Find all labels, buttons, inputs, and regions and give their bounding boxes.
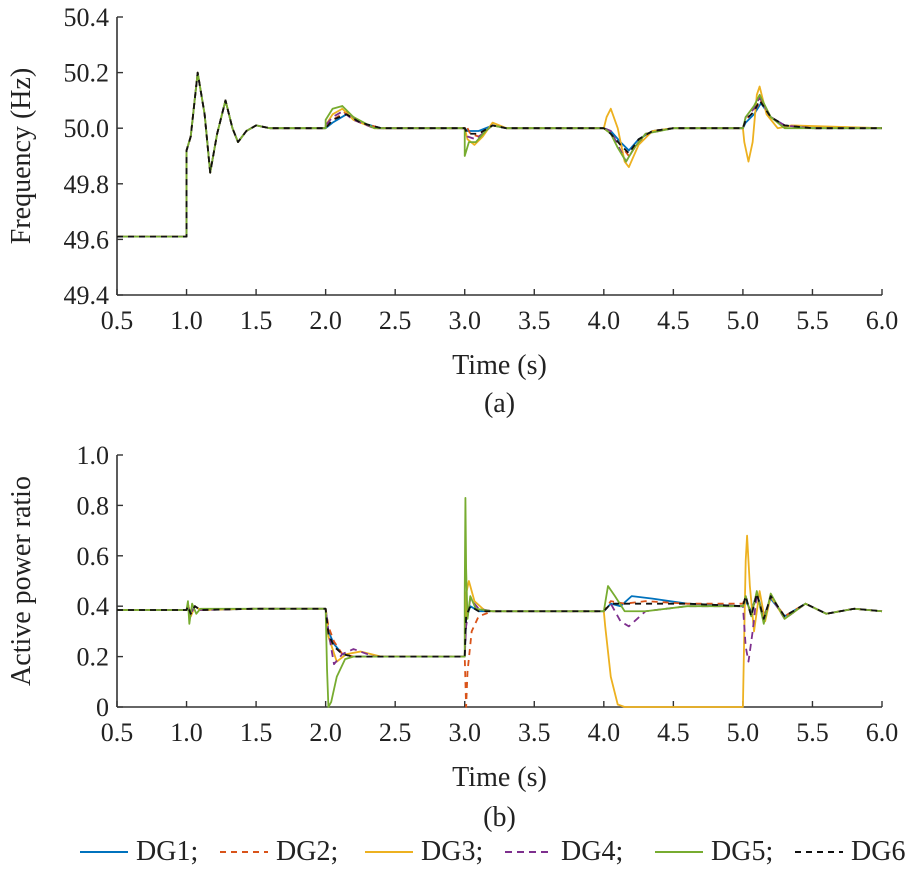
- chart-1-y-axis-label: Active power ratio: [6, 476, 37, 686]
- chart-0-x-tick-label: 1.0: [170, 306, 203, 335]
- active-power-chart: 0.5 1.0 1.5 2.0 2.5 3.0 3.5 4.0 4.5 5.0 5.5 6.0 0 0.2…: [6, 441, 898, 833]
- chart-0-panel-label: (a): [484, 388, 515, 419]
- chart-1-x-tick-label: 2.0: [309, 718, 342, 747]
- legend-label-4: DG4;: [561, 836, 623, 867]
- chart-1-y-tick-label: 0.6: [77, 542, 110, 571]
- chart-0-x-axis-label: Time (s): [452, 350, 547, 381]
- chart-1-x-tick-label: 3.0: [448, 718, 481, 747]
- chart-1-series-dg4: [117, 592, 883, 666]
- chart-1-x-tick-label: 6.0: [866, 718, 899, 747]
- chart-0-series-dg5: [117, 71, 882, 238]
- chart-1-y-tick-label: 0.4: [77, 592, 110, 621]
- chart-0-x-tick-label: 2.5: [379, 306, 412, 335]
- chart-0-series-dg2: [117, 71, 882, 238]
- chart-1-x-tick-label: 0.5: [101, 718, 134, 747]
- chart-1-series-dg6: [117, 592, 883, 658]
- chart-1-x-tick-label: 5.5: [796, 718, 829, 747]
- chart-0-series-dg4: [117, 71, 882, 238]
- chart-0-y-tick-label: 49.4: [64, 281, 110, 310]
- chart-1-series-dg3: [117, 534, 883, 708]
- chart-1-x-tick-label: 3.5: [518, 718, 551, 747]
- chart-0-x-tick-label: 4.5: [657, 306, 690, 335]
- chart-1-y-tick-label: 0.2: [77, 643, 110, 672]
- chart-0-series-dg6: [117, 71, 882, 238]
- chart-1-y-tick-label: 1.0: [77, 441, 110, 470]
- chart-0-x-tick-label: 5.0: [727, 306, 760, 335]
- chart-0-x-tick-label: 0.5: [101, 306, 134, 335]
- chart-0-x-tick-label: 5.5: [796, 306, 829, 335]
- chart-1-x-tick-label: 1.5: [240, 718, 273, 747]
- chart-0-y-tick-label: 50.2: [64, 59, 110, 88]
- chart-1-x-axis-label: Time (s): [452, 762, 547, 793]
- chart-0-y-tick-label: 49.8: [64, 170, 110, 199]
- chart-1-x-tick-label: 1.0: [170, 718, 203, 747]
- chart-0-x-tick-label: 6.0: [866, 306, 899, 335]
- legend-label-6: DG6: [851, 836, 905, 867]
- chart-0-series-dg3: [117, 71, 883, 238]
- chart-1-y-tick-label: 0: [96, 693, 109, 722]
- frequency-chart: 0.5 1.0 1.5 2.0 2.5 3.0 3.5 4.0 4.5 5.0 5.5 6.0 49.4…: [6, 3, 898, 419]
- legend-label-2: DG2;: [276, 836, 338, 867]
- chart-1-x-tick-label: 2.5: [379, 718, 412, 747]
- chart-1-series-dg5: [117, 496, 883, 708]
- chart-1-x-tick-label: 5.0: [727, 718, 760, 747]
- chart-1-panel-label: (b): [483, 802, 516, 833]
- chart-0-x-tick-label: 4.0: [588, 306, 621, 335]
- chart-0-x-tick-label: 2.0: [309, 306, 342, 335]
- legend: DG1; DG2; DG3; DG4; DG5; DG6: [80, 836, 905, 867]
- chart-0-y-tick-label: 49.6: [64, 225, 110, 254]
- chart-0-x-tick-label: 3.5: [518, 306, 551, 335]
- legend-label-1: DG1;: [136, 836, 198, 867]
- chart-0-x-tick-label: 1.5: [240, 306, 273, 335]
- chart-0-x-tick-label: 3.0: [448, 306, 481, 335]
- chart-0-y-tick-label: 50.0: [64, 114, 110, 143]
- chart-1-x-tick-label: 4.0: [588, 718, 621, 747]
- chart-0-series-dg1: [117, 71, 882, 238]
- chart-1-series-dg1: [117, 592, 883, 658]
- chart-1-y-tick-label: 0.8: [77, 491, 110, 520]
- chart-0-y-axis-label: Frequency (Hz): [6, 68, 37, 244]
- chart-1-x-tick-label: 4.5: [657, 718, 690, 747]
- legend-label-5: DG5;: [711, 836, 773, 867]
- chart-0-y-tick-label: 50.4: [64, 3, 110, 32]
- legend-label-3: DG3;: [421, 836, 483, 867]
